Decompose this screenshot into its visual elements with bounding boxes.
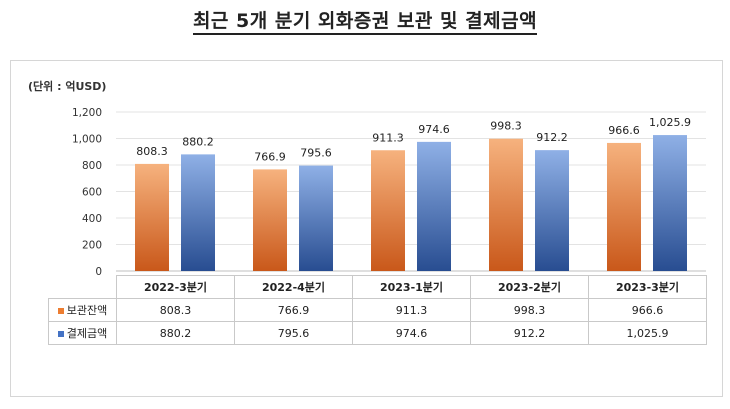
bar-settlement: [535, 150, 569, 271]
table-row-settlement: 결제금액 880.2 795.6 974.6 912.2 1,025.9: [48, 321, 707, 345]
category-label: 2023-3분기: [588, 275, 707, 299]
y-tick-label: 800: [82, 160, 102, 172]
y-tick-label: 0: [95, 266, 102, 278]
data-labels: 808.3 880.2 766.9 795.6 911.3 974.6 998.3 912.2…: [136, 116, 691, 163]
table-cell: 766.9: [234, 298, 353, 322]
data-label: 1,025.9: [649, 116, 691, 129]
table-corner: [48, 275, 117, 299]
data-label: 998.3: [490, 120, 522, 133]
data-label: 880.2: [182, 135, 214, 148]
table-cell: 1,025.9: [588, 321, 707, 345]
bar-storage: [489, 138, 523, 271]
y-tick-label: 1,200: [72, 107, 102, 119]
bar-storage: [253, 169, 287, 271]
data-label: 966.6: [608, 124, 640, 137]
bar-storage: [371, 150, 405, 271]
data-label: 808.3: [136, 145, 168, 158]
y-tick-label: 200: [82, 240, 102, 252]
bar-storage: [135, 163, 169, 271]
y-tick-label: 600: [82, 187, 102, 199]
table-cell: 966.6: [588, 298, 707, 322]
data-label: 766.9: [254, 150, 286, 163]
bar-storage: [607, 142, 641, 271]
table-row-storage: 보관잔액 808.3 766.9 911.3 998.3 966.6: [48, 298, 707, 322]
bar-settlement: [417, 141, 451, 271]
category-label: 2023-1분기: [352, 275, 471, 299]
y-axis-ticks: 0 200 400 600 800 1,000 1,200: [72, 107, 102, 278]
data-table: 2022-3분기 2022-4분기 2023-1분기 2023-2분기 2023…: [48, 275, 707, 345]
data-label: 974.6: [418, 123, 450, 136]
data-label: 912.2: [536, 131, 568, 144]
table-cell: 974.6: [352, 321, 471, 345]
series-legend-settlement: 결제금액: [48, 321, 117, 345]
series-name: 보관잔액: [66, 304, 108, 317]
table-cell: 998.3: [470, 298, 589, 322]
blue-swatch-icon: [57, 331, 64, 337]
bar-settlement: [653, 135, 687, 271]
y-tick-label: 1,000: [72, 134, 102, 146]
category-label: 2023-2분기: [470, 275, 589, 299]
orange-swatch-icon: [57, 308, 64, 314]
bars: [135, 135, 687, 271]
table-cell: 911.3: [352, 298, 471, 322]
data-label: 795.6: [300, 147, 332, 160]
chart-title: 최근 5개 분기 외화증권 보관 및 결제금액: [0, 6, 730, 35]
series-name: 결제금액: [66, 327, 108, 340]
table-cell: 808.3: [116, 298, 235, 322]
data-label: 911.3: [372, 131, 404, 144]
bar-settlement: [299, 165, 333, 271]
bar-settlement: [181, 154, 215, 271]
table-header-row: 2022-3분기 2022-4분기 2023-1분기 2023-2분기 2023…: [48, 275, 707, 299]
category-label: 2022-4분기: [234, 275, 353, 299]
category-label: 2022-3분기: [116, 275, 235, 299]
table-cell: 795.6: [234, 321, 353, 345]
series-legend-storage: 보관잔액: [48, 298, 117, 322]
y-tick-label: 400: [82, 213, 102, 225]
table-cell: 880.2: [116, 321, 235, 345]
unit-label: (단위 : 억USD): [28, 80, 107, 93]
table-cell: 912.2: [470, 321, 589, 345]
